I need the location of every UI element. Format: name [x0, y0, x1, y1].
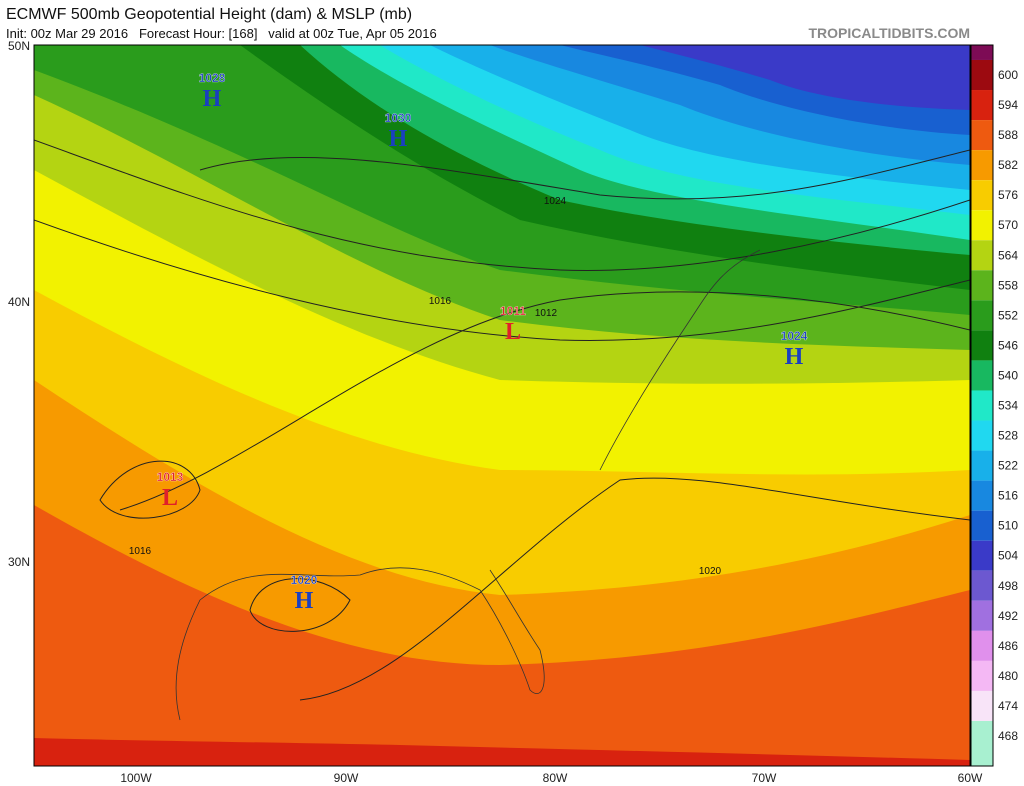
colorbar-label: 552 [998, 308, 1018, 322]
colorbar-swatch [971, 150, 993, 181]
colorbar-label: 528 [998, 429, 1018, 443]
lat-label: 40N [8, 295, 30, 309]
colorbar-swatch [971, 600, 993, 631]
center-value: 1020 [291, 573, 318, 587]
lon-label: 60W [958, 771, 983, 785]
center-value: 1024 [781, 329, 808, 343]
contour-label: 1012 [535, 308, 558, 319]
colorbar-label: 516 [998, 489, 1018, 503]
colorbar-swatch [971, 540, 993, 571]
center-value: 1011 [500, 304, 526, 318]
colorbar-swatch [971, 570, 993, 601]
colorbar-swatch [971, 240, 993, 271]
colorbar-label: 570 [998, 218, 1018, 232]
lat-label: 30N [8, 555, 30, 569]
colorbar-label: 468 [998, 729, 1018, 743]
colorbar-swatch [971, 360, 993, 391]
contour-label: 1020 [699, 566, 722, 577]
colorbar: 600 594 588 582 576 570 564 558 552 546 540 534 528 5… [970, 44, 1018, 767]
colorbar-swatch [971, 630, 993, 661]
lat-label: 50N [8, 39, 30, 53]
map-field [34, 45, 970, 766]
colorbar-label: 582 [998, 158, 1018, 172]
center-letter: H [389, 126, 408, 152]
contour-label: 1024 [544, 196, 567, 207]
colorbar-label: 534 [998, 399, 1018, 413]
colorbar-swatch [971, 270, 993, 301]
coastline [175, 249, 761, 721]
colorbar-swatch [971, 90, 993, 121]
center-letter: H [785, 344, 804, 370]
colorbar-label: 540 [998, 368, 1018, 382]
lon-label: 70W [752, 771, 777, 785]
colorbar-swatch [971, 120, 993, 151]
center-letter: H [203, 86, 222, 112]
title: ECMWF 500mb Geopotential Height (dam) & … [6, 6, 412, 23]
colorbar-label: 522 [998, 459, 1018, 473]
map-frame [33, 44, 971, 767]
colorbar-label: 480 [998, 669, 1018, 683]
colorbar-swatch [971, 510, 993, 541]
colorbar-label: 588 [998, 128, 1018, 142]
subtitle: Init: 00z Mar 29 2016 Forecast Hour: [16… [6, 26, 437, 41]
colorbar-label: 510 [998, 519, 1018, 533]
center-value: 1028 [199, 71, 226, 85]
contour-lines [34, 139, 970, 701]
band [640, 45, 970, 110]
center-value: 1013 [157, 470, 184, 484]
credit: TROPICALTIDBITS.COM [808, 25, 970, 41]
center-value: 1030 [385, 111, 412, 125]
colorbar-label: 546 [998, 338, 1018, 352]
center-letter: H [295, 588, 314, 614]
colorbar-label: 474 [998, 699, 1018, 713]
colorbar-swatch [971, 210, 993, 241]
colorbar-swatch [971, 330, 993, 361]
colorbar-swatch [971, 420, 993, 451]
colorbar-label: 594 [998, 98, 1018, 112]
colorbar-label: 576 [998, 188, 1018, 202]
center-letter: L [505, 319, 521, 345]
colorbar-frame [970, 44, 994, 767]
contour-label: 1016 [129, 546, 152, 557]
colorbar-swatch [971, 720, 993, 766]
lon-label: 80W [543, 771, 568, 785]
colorbar-swatch [971, 45, 993, 60]
colorbar-label: 498 [998, 579, 1018, 593]
colorbar-label: 486 [998, 639, 1018, 653]
colorbar-label: 504 [998, 549, 1018, 563]
colorbar-label: 492 [998, 609, 1018, 623]
lon-label: 90W [334, 771, 359, 785]
contour-label: 1016 [429, 296, 452, 307]
colorbar-label: 558 [998, 278, 1018, 292]
colorbar-swatch [971, 300, 993, 331]
colorbar-label: 564 [998, 248, 1018, 262]
colorbar-swatch [971, 59, 993, 91]
colorbar-swatch [971, 450, 993, 481]
center-letter: L [162, 485, 178, 511]
colorbar-swatch [971, 180, 993, 211]
colorbar-swatch [971, 480, 993, 511]
colorbar-swatch [971, 390, 993, 421]
colorbar-swatch [971, 660, 993, 691]
colorbar-swatch [971, 690, 993, 721]
colorbar-label: 600 [998, 68, 1018, 82]
lon-label: 100W [120, 771, 152, 785]
